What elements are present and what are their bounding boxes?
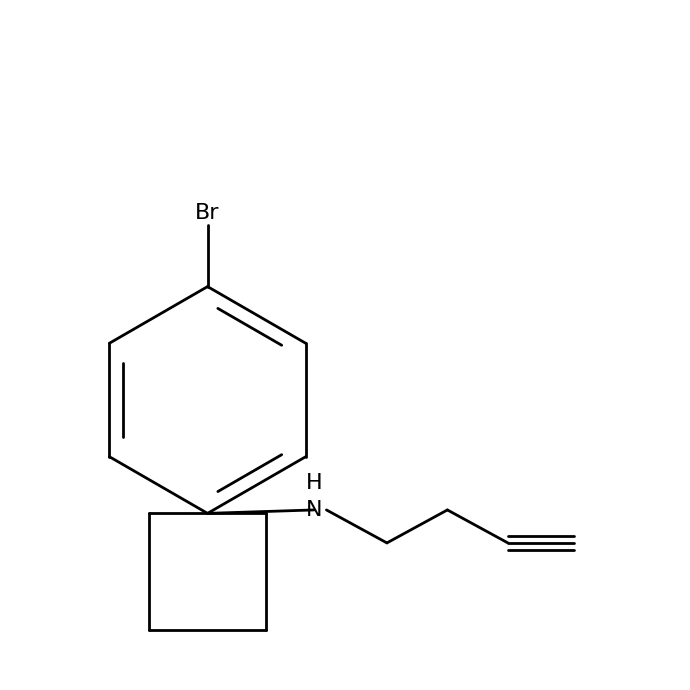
Text: N: N — [306, 500, 322, 520]
Text: H: H — [306, 473, 322, 493]
Text: Br: Br — [195, 203, 220, 223]
